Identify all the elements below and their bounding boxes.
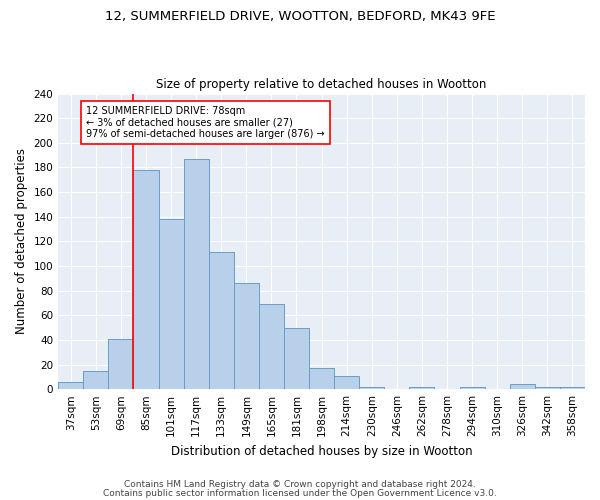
Text: Contains HM Land Registry data © Crown copyright and database right 2024.: Contains HM Land Registry data © Crown c… bbox=[124, 480, 476, 489]
Y-axis label: Number of detached properties: Number of detached properties bbox=[15, 148, 28, 334]
Bar bbox=[109, 338, 133, 389]
Bar bbox=[359, 386, 385, 389]
Bar bbox=[58, 382, 83, 389]
Bar bbox=[309, 368, 334, 389]
Bar bbox=[259, 304, 284, 389]
Bar bbox=[234, 283, 259, 389]
Bar bbox=[284, 328, 309, 389]
Text: 12 SUMMERFIELD DRIVE: 78sqm
← 3% of detached houses are smaller (27)
97% of semi: 12 SUMMERFIELD DRIVE: 78sqm ← 3% of deta… bbox=[86, 106, 325, 139]
Bar bbox=[460, 386, 485, 389]
Bar bbox=[560, 386, 585, 389]
Bar bbox=[83, 370, 109, 389]
Bar bbox=[510, 384, 535, 389]
Text: 12, SUMMERFIELD DRIVE, WOOTTON, BEDFORD, MK43 9FE: 12, SUMMERFIELD DRIVE, WOOTTON, BEDFORD,… bbox=[105, 10, 495, 23]
Bar bbox=[184, 159, 209, 389]
Bar bbox=[409, 386, 434, 389]
Bar bbox=[209, 252, 234, 389]
Title: Size of property relative to detached houses in Wootton: Size of property relative to detached ho… bbox=[157, 78, 487, 91]
Text: Contains public sector information licensed under the Open Government Licence v3: Contains public sector information licen… bbox=[103, 489, 497, 498]
Bar bbox=[158, 219, 184, 389]
X-axis label: Distribution of detached houses by size in Wootton: Distribution of detached houses by size … bbox=[171, 444, 472, 458]
Bar bbox=[133, 170, 158, 389]
Bar bbox=[334, 376, 359, 389]
Bar bbox=[535, 386, 560, 389]
